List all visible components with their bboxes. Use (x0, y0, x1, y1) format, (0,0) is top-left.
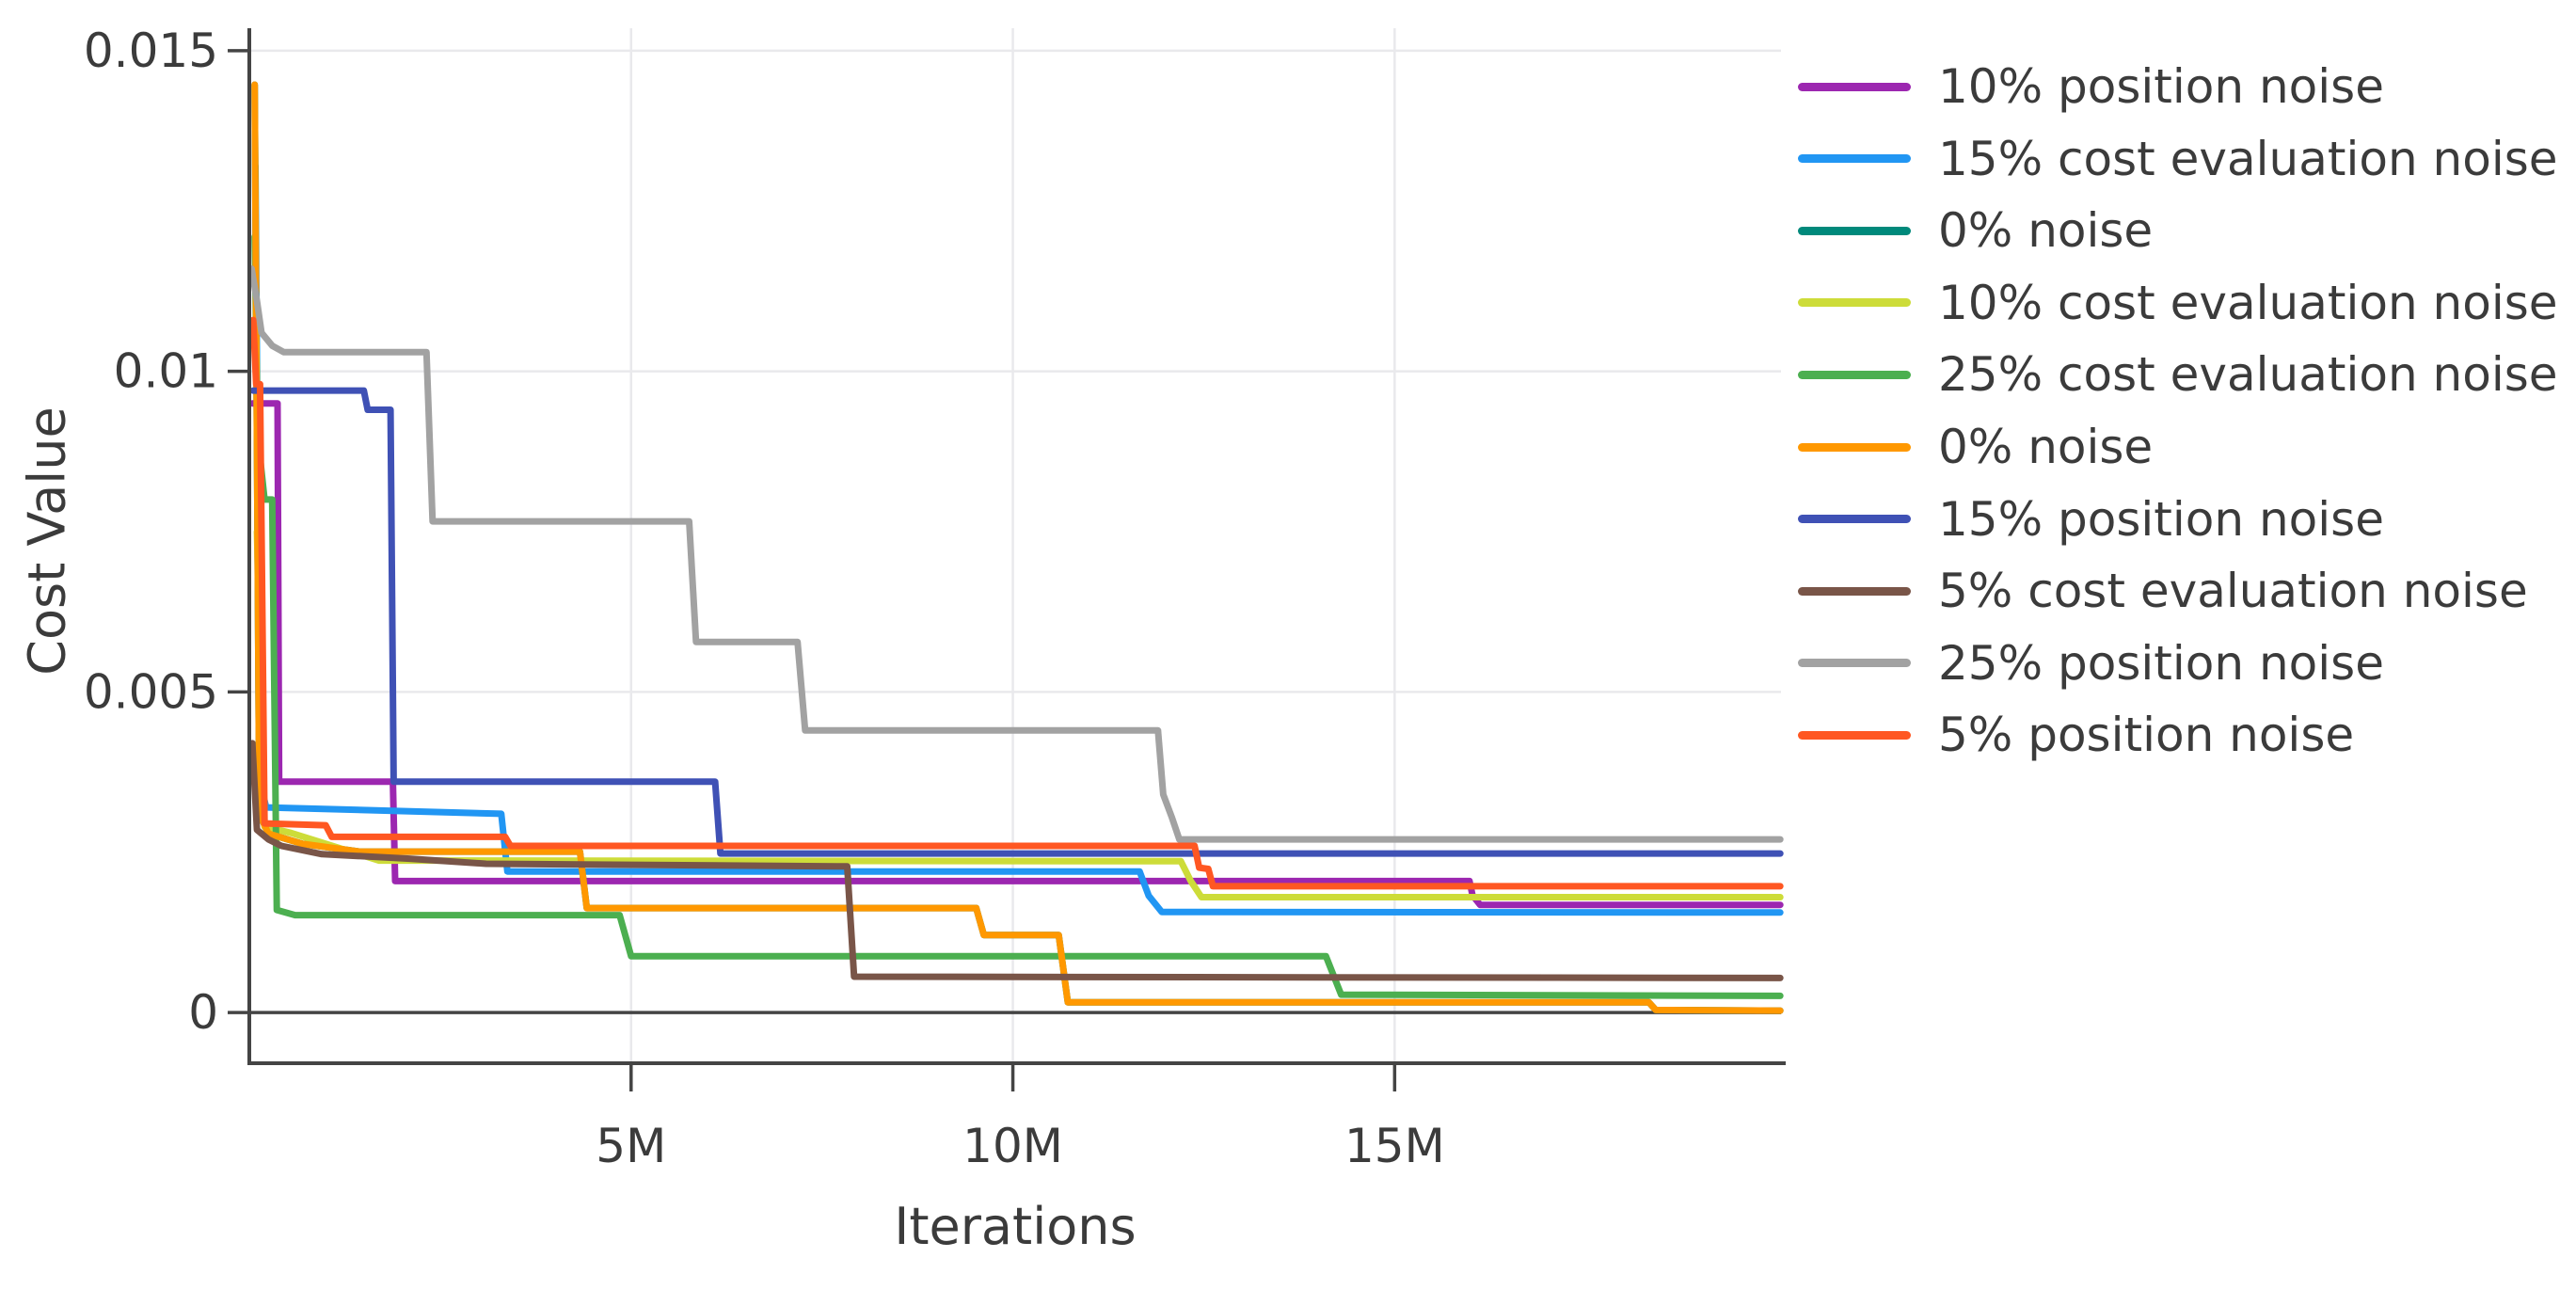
x-axis-title: Iterations (894, 1197, 1137, 1256)
x-tick-label: 5M (596, 1119, 666, 1173)
x-tick-label: 15M (1344, 1119, 1445, 1173)
legend-item[interactable]: 15% position noise (1798, 491, 2384, 548)
legend-item-label: 5% position noise (1938, 708, 2355, 763)
legend-item[interactable]: 10% position noise (1798, 58, 2384, 115)
legend-item-label: 10% position noise (1938, 59, 2384, 114)
legend-item[interactable]: 5% position noise (1798, 707, 2354, 763)
y-tick-label: 0 (188, 985, 218, 1040)
legend-swatch-icon (1798, 730, 1911, 740)
legend-item[interactable]: 25% position noise (1798, 635, 2384, 692)
legend-item[interactable]: 10% cost evaluation noise (1798, 275, 2558, 331)
y-tick-label: 0.005 (84, 664, 218, 719)
series-line-8 (247, 265, 1784, 843)
legend-item-label: 15% cost evaluation noise (1938, 131, 2558, 186)
legend-item-label: 0% noise (1938, 420, 2154, 474)
legend-item[interactable]: 25% cost evaluation noise (1798, 346, 2558, 403)
legend-swatch-icon (1798, 442, 1911, 452)
series-line-0 (248, 400, 1784, 909)
y-tick-label: 0.015 (84, 24, 218, 78)
legend-item[interactable]: 5% cost evaluation noise (1798, 563, 2528, 619)
legend-item-label: 25% cost evaluation noise (1938, 347, 2558, 403)
legend-swatch-icon (1798, 586, 1911, 596)
legend-item[interactable]: 15% cost evaluation noise (1798, 131, 2558, 187)
x-tick-label: 10M (962, 1119, 1063, 1173)
y-tick-label: 0.01 (114, 344, 218, 399)
legend-swatch-icon (1798, 154, 1911, 164)
legend-item-label: 0% noise (1938, 203, 2154, 259)
legend-swatch-icon (1798, 515, 1911, 524)
legend-swatch-icon (1798, 659, 1911, 668)
series-line-5 (251, 81, 1784, 1014)
legend-item[interactable]: 0% noise (1798, 419, 2153, 475)
legend-item-label: 25% position noise (1938, 635, 2384, 691)
legend-item-label: 15% position noise (1938, 491, 2384, 547)
legend-item-label: 10% cost evaluation noise (1938, 275, 2558, 330)
series-line-1 (252, 163, 1784, 916)
legend-item[interactable]: 0% noise (1798, 202, 2153, 259)
y-axis-title: Cost Value (17, 406, 77, 676)
legend-swatch-icon (1798, 82, 1911, 91)
legend-swatch-icon (1798, 226, 1911, 235)
series-line-6 (249, 387, 1784, 857)
legend-item-label: 5% cost evaluation noise (1938, 564, 2528, 619)
legend-swatch-icon (1798, 298, 1911, 308)
series-line-9 (249, 316, 1784, 890)
series-line-7 (248, 740, 1784, 981)
legend-swatch-icon (1798, 370, 1911, 379)
